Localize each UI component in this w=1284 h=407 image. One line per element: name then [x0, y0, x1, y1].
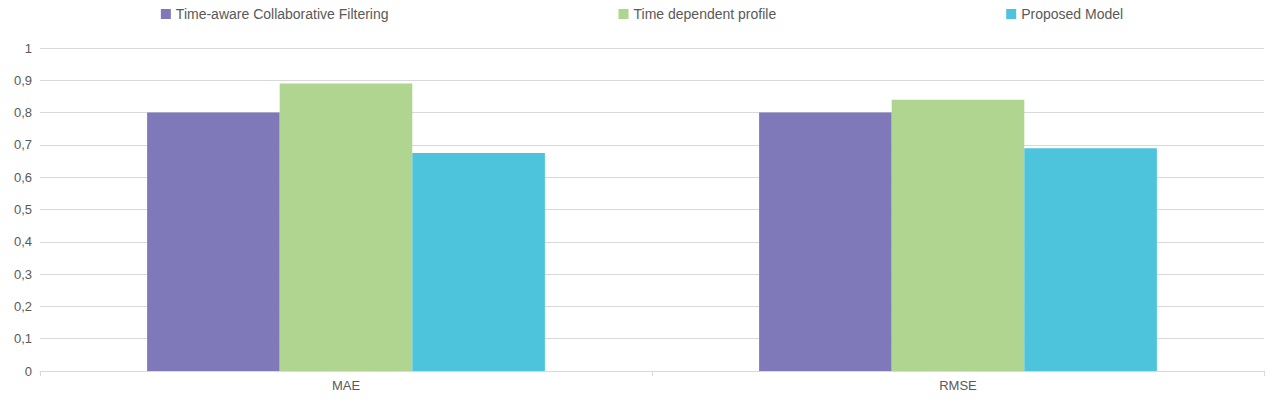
- svg-text:MAE: MAE: [332, 378, 361, 393]
- svg-text:Time dependent profile: Time dependent profile: [634, 6, 777, 22]
- svg-text:0,9: 0,9: [14, 73, 32, 88]
- svg-text:Time-aware Collaborative Filte: Time-aware Collaborative Filtering: [176, 6, 389, 22]
- svg-text:0,3: 0,3: [14, 267, 32, 282]
- svg-text:0,1: 0,1: [14, 331, 32, 346]
- svg-text:0,7: 0,7: [14, 137, 32, 152]
- svg-text:0,4: 0,4: [14, 234, 32, 249]
- svg-text:0,5: 0,5: [14, 202, 32, 217]
- svg-text:1: 1: [25, 41, 32, 56]
- svg-text:0: 0: [25, 364, 32, 379]
- svg-text:0,6: 0,6: [14, 170, 32, 185]
- svg-text:Proposed Model: Proposed Model: [1021, 6, 1123, 22]
- svg-text:0,2: 0,2: [14, 299, 32, 314]
- svg-text:RMSE: RMSE: [939, 378, 977, 393]
- svg-text:0,8: 0,8: [14, 105, 32, 120]
